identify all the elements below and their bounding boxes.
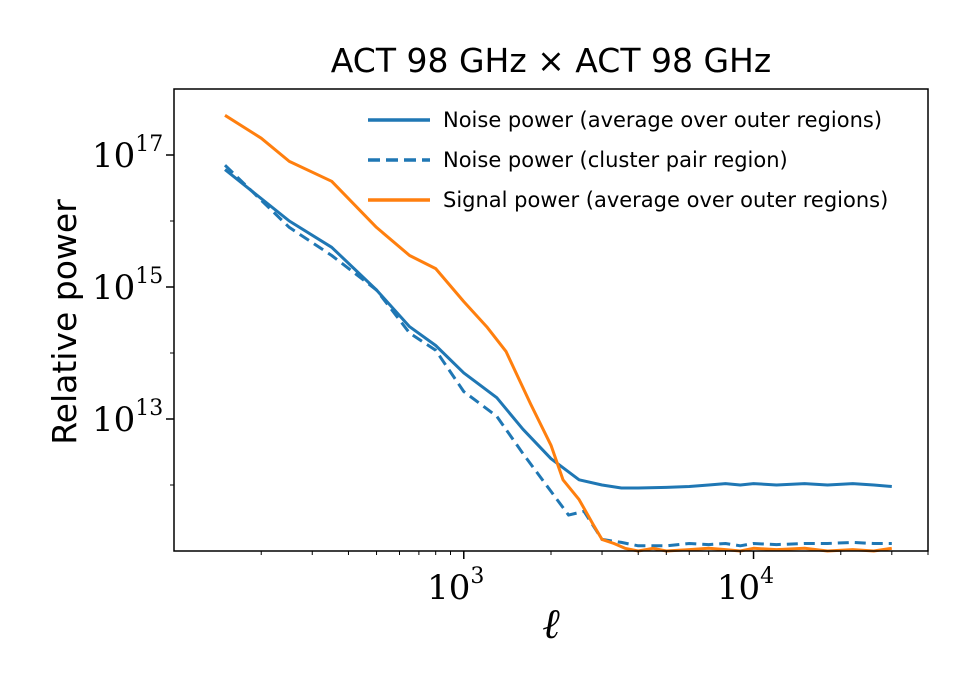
legend-label-noise-cluster: Noise power (cluster pair region) [443,148,788,172]
ticks-layer: 103 104 1013 1015 1017 [92,132,929,608]
x-axis-label: ℓ [542,599,560,648]
series-line-1 [224,168,892,490]
series-layer [223,114,893,553]
legend-label-noise-outer: Noise power (average over outer regions) [443,108,882,132]
legend: Noise power (average over outer regions)… [368,108,888,212]
x-tick-label: 104 [717,564,774,608]
series-line-2 [223,164,892,548]
legend-label-signal-outer: Signal power (average over outer regions… [443,188,888,212]
y-tick-label: 1017 [92,132,163,176]
x-tick-label: 103 [427,564,484,608]
y-axis-label: Relative power [45,199,84,445]
y-tick-label: 1013 [92,396,163,440]
chart-title: ACT 98 GHz × ACT 98 GHz [331,41,771,80]
series-line-3 [224,114,893,553]
plot-frame [173,88,929,552]
y-tick-label: 1015 [92,264,163,308]
